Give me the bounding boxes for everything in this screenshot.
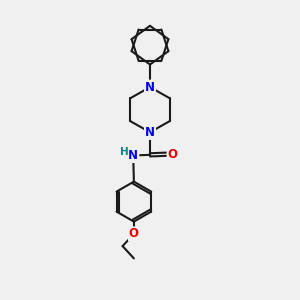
Text: N: N — [128, 149, 138, 162]
Text: O: O — [168, 148, 178, 161]
Text: N: N — [145, 126, 155, 139]
Text: O: O — [129, 227, 139, 240]
Text: N: N — [145, 81, 155, 94]
Text: H: H — [120, 147, 129, 157]
Text: N: N — [128, 149, 138, 162]
Text: N: N — [145, 126, 155, 139]
Text: H: H — [120, 147, 129, 157]
